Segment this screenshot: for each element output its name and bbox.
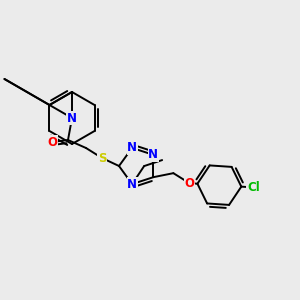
Text: O: O bbox=[184, 177, 194, 190]
Text: N: N bbox=[127, 178, 137, 190]
Text: N: N bbox=[148, 148, 158, 161]
Text: Cl: Cl bbox=[247, 181, 260, 194]
Text: N: N bbox=[127, 141, 137, 154]
Text: N: N bbox=[67, 112, 77, 124]
Text: S: S bbox=[98, 152, 106, 164]
Text: O: O bbox=[47, 136, 57, 148]
